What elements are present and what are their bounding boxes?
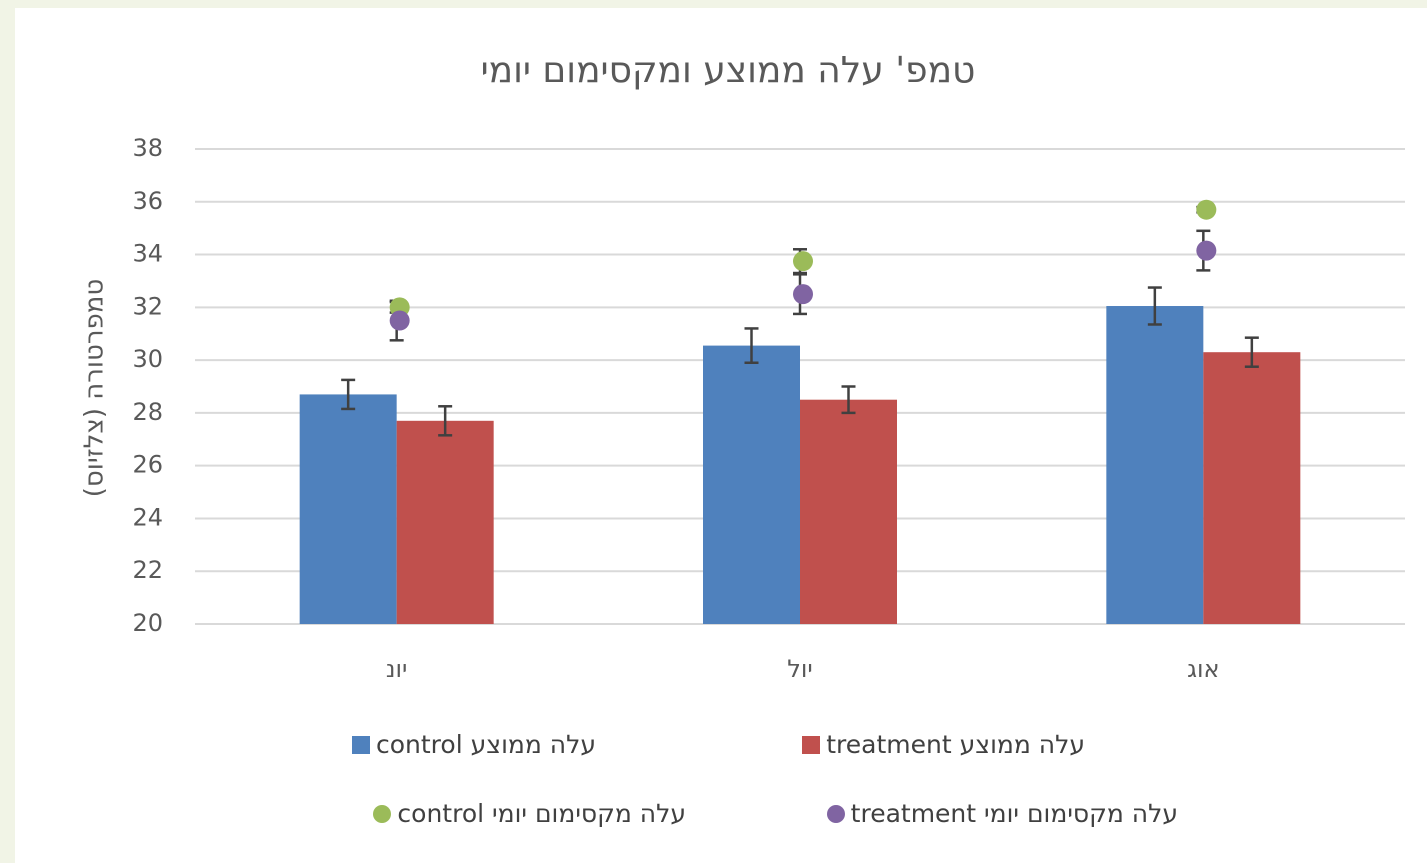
dot — [793, 251, 813, 272]
y-tick-label: 26 — [132, 451, 163, 479]
legend-marker — [802, 735, 821, 754]
x-tick-label: אוג — [1187, 655, 1219, 683]
legend-item: עלה מקסימום יומי control — [373, 799, 686, 828]
y-tick-label: 34 — [132, 240, 163, 268]
y-tick-label: 24 — [132, 503, 163, 531]
bar — [703, 345, 800, 624]
y-tick-label: 28 — [132, 398, 163, 426]
legend-label: עלה ממוצע control — [375, 730, 596, 759]
chart-title: טמפ' עלה ממוצע ומקסימום יומי — [481, 50, 976, 91]
legend-marker — [373, 804, 392, 823]
y-tick-label: 32 — [132, 292, 163, 320]
bar — [396, 420, 494, 624]
legend-label: עלה מקסימום יומי control — [397, 799, 686, 828]
dot — [793, 284, 813, 305]
error-bar — [744, 327, 759, 364]
dot — [389, 310, 410, 331]
y-tick-label: 22 — [132, 556, 163, 584]
legend-item: עלה ממוצע control — [351, 730, 596, 759]
bar — [1106, 306, 1204, 624]
y-tick-label: 36 — [132, 187, 163, 215]
legend-label: עלה ממוצע treatment — [826, 730, 1085, 759]
legend-item: עלה מקסימום יומי treatment — [826, 799, 1178, 828]
y-tick-label: 38 — [132, 134, 163, 162]
bar — [1203, 352, 1301, 624]
y-tick-label: 20 — [132, 609, 163, 637]
legend-marker — [351, 735, 370, 754]
dot — [1196, 240, 1217, 261]
y-tick-label: 30 — [132, 345, 163, 373]
error-bar — [341, 378, 356, 411]
error-bar — [438, 405, 453, 437]
bar — [299, 394, 397, 624]
error-bar — [841, 385, 856, 415]
error-bar — [1244, 336, 1259, 368]
error-bar — [1147, 286, 1162, 326]
legend-label: עלה מקסימום יומי treatment — [850, 799, 1178, 828]
y-axis-label: טמפרטורה (צלזיוס) — [80, 279, 110, 498]
x-tick-label: יונ — [386, 655, 408, 683]
x-tick-label: יול — [787, 655, 813, 683]
legend-item: עלה ממוצע treatment — [802, 730, 1085, 759]
bar — [800, 399, 897, 624]
dot — [1196, 199, 1217, 220]
legend-marker — [826, 804, 845, 823]
